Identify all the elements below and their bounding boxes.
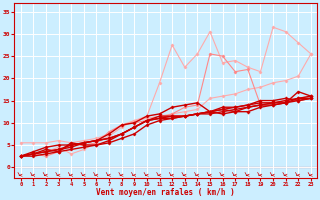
X-axis label: Vent moyen/en rafales ( km/h ): Vent moyen/en rafales ( km/h )	[96, 188, 235, 197]
